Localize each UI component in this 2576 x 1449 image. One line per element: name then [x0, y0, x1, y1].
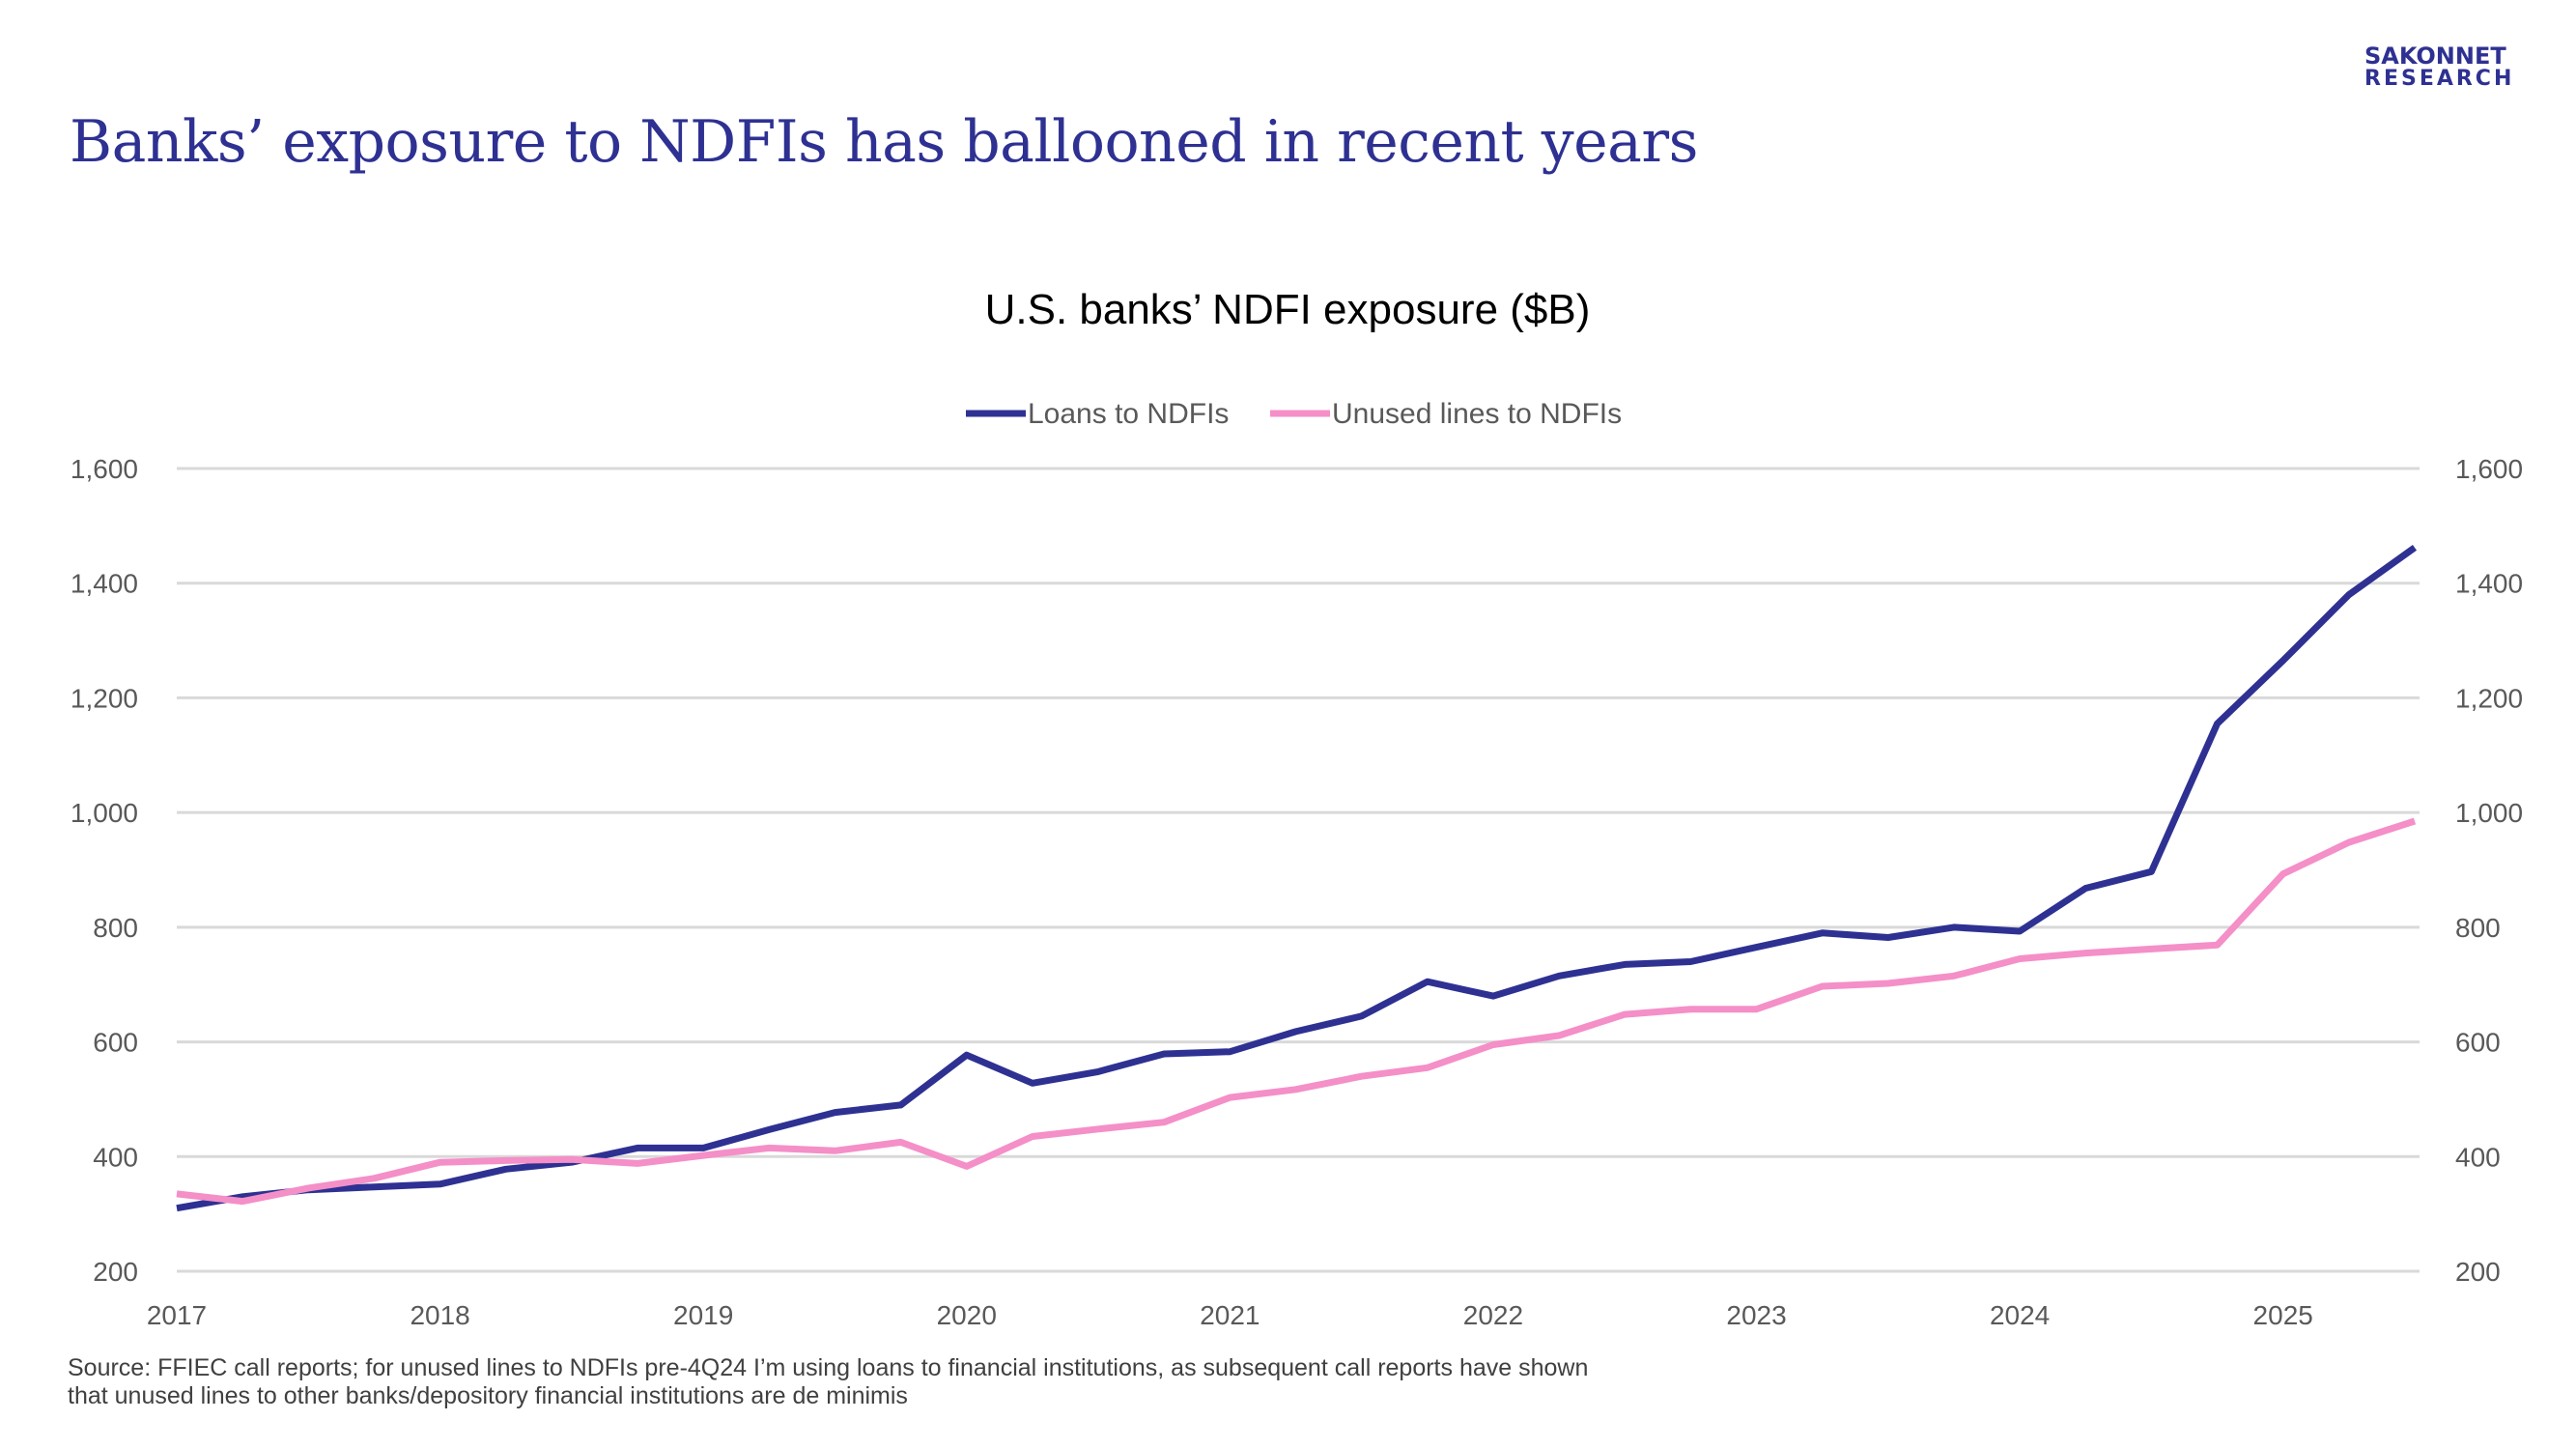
x-tick-label: 2024	[1990, 1300, 2050, 1330]
x-tick-label: 2023	[1726, 1300, 1786, 1330]
page-title: Banks’ exposure to NDFIs has ballooned i…	[70, 108, 1698, 176]
sakonnet-research-logo: SAKONNET RESEARCH	[2364, 44, 2514, 91]
chart-title: U.S. banks’ NDFI exposure ($B)	[985, 286, 1591, 333]
y-tick-label-left: 800	[93, 913, 138, 943]
y-tick-label-right: 1,000	[2455, 798, 2523, 828]
y-tick-label-right: 400	[2455, 1142, 2501, 1172]
y-tick-label-right: 800	[2455, 913, 2501, 943]
y-tick-label-right: 1,400	[2455, 569, 2523, 599]
x-tick-label: 2018	[410, 1300, 469, 1330]
y-tick-label-left: 1,400	[71, 569, 138, 599]
y-tick-label-left: 1,600	[71, 454, 138, 484]
y-tick-label-left: 1,200	[71, 683, 138, 713]
legend: Loans to NDFIs Unused lines to NDFIs	[966, 398, 1622, 430]
source-note: Source: FFIEC call reports; for unused l…	[68, 1354, 1588, 1410]
gridlines	[177, 467, 2420, 1273]
y-tick-label-left: 400	[93, 1142, 138, 1172]
x-tick-label: 2017	[147, 1300, 207, 1330]
x-tick-label: 2022	[1463, 1300, 1523, 1330]
series-lines	[176, 545, 2418, 1212]
logo-line2: RESEARCH	[2364, 67, 2515, 91]
y-tick-label-right: 600	[2455, 1028, 2501, 1058]
series-line-loans	[176, 545, 2418, 1212]
y-tick-label-right: 1,200	[2455, 683, 2523, 713]
axis-labels: 200 200 400 400 600 600 800 800 1,000 1,000 1,200 1…	[71, 454, 2523, 1330]
x-tick-label: 2020	[937, 1300, 997, 1330]
legend-label: Unused lines to NDFIs	[1332, 398, 1622, 430]
x-tick-label: 2025	[2253, 1300, 2313, 1330]
x-tick-label: 2019	[673, 1300, 733, 1330]
y-tick-label-right: 200	[2455, 1257, 2501, 1287]
x-tick-label: 2021	[1200, 1300, 1260, 1330]
source-line2: that unused lines to other banks/deposit…	[68, 1382, 908, 1409]
series-line-unused-lines	[176, 817, 2417, 1206]
y-tick-label-right: 1,600	[2455, 454, 2523, 484]
y-tick-label-left: 1,000	[71, 798, 138, 828]
y-tick-label-left: 600	[93, 1028, 138, 1058]
legend-label: Loans to NDFIs	[1028, 398, 1229, 430]
logo-line1: SAKONNET	[2364, 43, 2506, 70]
source-line1: Source: FFIEC call reports; for unused l…	[68, 1354, 1589, 1381]
y-tick-label-left: 200	[93, 1257, 138, 1287]
